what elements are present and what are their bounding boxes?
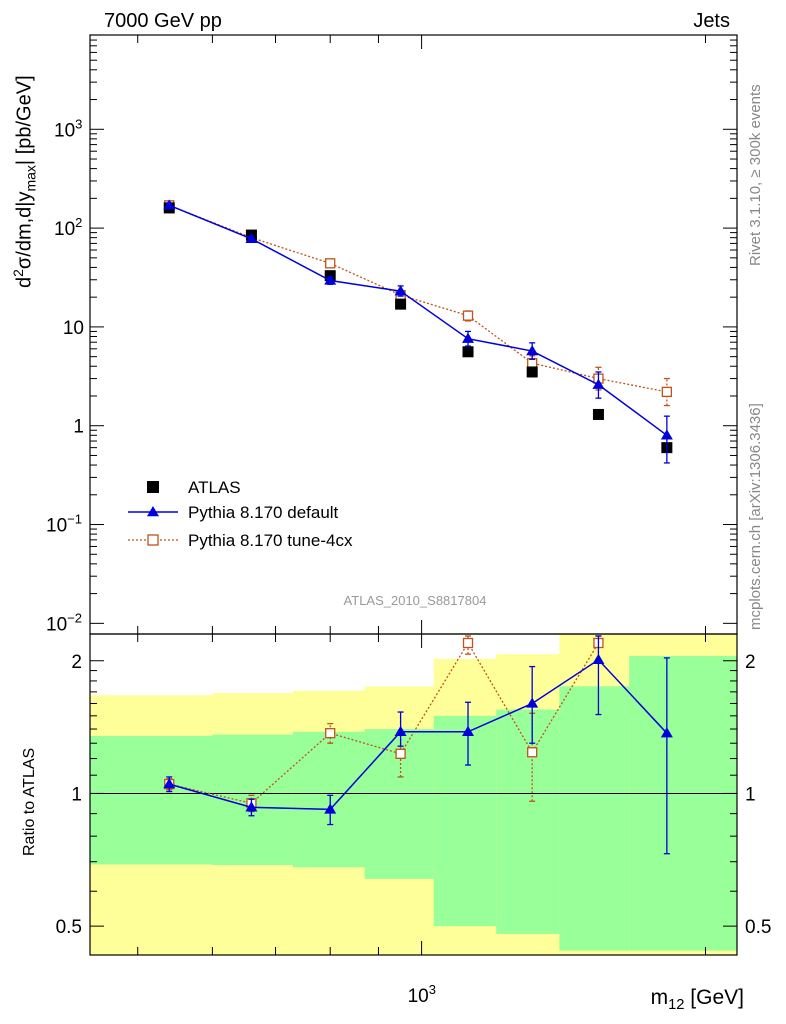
series-pythia-default	[163, 199, 673, 464]
uncertainty-band-inner	[292, 731, 366, 868]
ratio-pythia-default-point	[394, 725, 407, 736]
pythia-default-point	[163, 199, 176, 210]
ratio-bands	[90, 634, 737, 955]
x-axis-label: m12 [GeV]	[650, 986, 744, 1014]
pythia-default-point	[592, 378, 605, 389]
pythia-default-line	[168, 204, 668, 436]
y-tick-label: 10−1	[46, 512, 82, 537]
atlas-point	[592, 408, 604, 420]
ratio-tune-4cx-point	[395, 748, 406, 759]
ratio-y-tick-label: 0.5	[56, 917, 82, 938]
ratio-y-axis-label: Ratio to ATLAS	[21, 747, 38, 856]
ratio-pythia-default-point	[324, 803, 337, 814]
atlas-point	[395, 298, 407, 310]
atlas-point	[526, 366, 538, 378]
uncertainty-band-inner	[496, 709, 560, 934]
pythia-default-point	[245, 232, 258, 243]
y-tick-label-exponent: −1	[67, 512, 82, 527]
ratio-pythia-default-point	[660, 727, 673, 738]
ratio-pythia-default-point	[526, 697, 539, 708]
y-tick-label: 1	[73, 417, 84, 438]
analysis-label: ATLAS_2010_S8817804	[344, 593, 487, 608]
legend-atlas-marker	[147, 481, 159, 493]
ratio-pythia-default-line	[169, 658, 668, 811]
uncertainty-band-inner	[559, 686, 630, 951]
main-y-axis-label: d2σ/dm,d|ymax| [pb/GeV]	[10, 75, 39, 288]
plot-title-right: Jets	[693, 10, 730, 32]
ratio-y-tick-label: 2	[71, 652, 82, 673]
rivet-version-label: Rivet 3.1.10, ≥ 300k events	[747, 84, 764, 266]
pythia-default-point	[660, 429, 673, 440]
pythia-default-point	[324, 274, 337, 285]
pythia-default-point	[526, 345, 539, 356]
legend-label: ATLAS	[188, 478, 241, 497]
y-tick-label-exponent: −2	[67, 610, 82, 625]
ratio-y-tick-label-right: 0.5	[745, 917, 771, 938]
tune-4cx-line	[169, 204, 667, 393]
ratio-y-tick-label-right: 2	[745, 652, 756, 673]
pythia-default-point	[462, 332, 475, 343]
x-tick-label-exponent: 3	[429, 982, 436, 997]
ratio-pythia-default-point	[462, 725, 475, 736]
ratio-tune-4cx-point	[527, 747, 538, 758]
ratio-series-pythia-default	[163, 635, 673, 855]
legend-tune-marker	[147, 534, 159, 546]
tune-4cx-point	[325, 258, 336, 269]
plot-title-left: 7000 GeV pp	[104, 10, 222, 32]
x-tick-label: 103	[408, 982, 436, 1007]
y-tick-label-exponent: 3	[75, 116, 82, 131]
ratio-y-tick-label-right: 1	[745, 784, 756, 805]
legend-label: Pythia 8.170 default	[188, 503, 339, 522]
y-tick-label: 102	[54, 215, 82, 240]
y-tick-label: 10	[63, 318, 84, 339]
ratio-tune-4cx-point	[325, 728, 336, 739]
legend: ATLAS Pythia 8.170 default Pythia 8.170 tu…	[128, 478, 353, 550]
ratio-pythia-default-point	[592, 653, 605, 664]
series-atlas	[163, 202, 673, 454]
pythia-default-point	[394, 285, 407, 296]
tune-4cx-point	[462, 310, 474, 321]
ratio-plot-frame	[89, 633, 738, 956]
ratio-pythia-default-point	[163, 778, 176, 789]
mcplots-reference-label: mcplots.cern.ch [arXiv:1306.3436]	[747, 403, 764, 630]
ratio-y-tick-label: 1	[71, 784, 82, 805]
tune-4cx-point	[661, 386, 673, 398]
tune-4cx-point	[527, 357, 538, 369]
uncertainty-band-inner	[90, 735, 213, 865]
ratio-tune-4cx-point	[462, 637, 474, 649]
legend-label: Pythia 8.170 tune-4cx	[188, 531, 353, 550]
ratio-pythia-default-point	[245, 801, 258, 812]
legend-default-marker	[147, 506, 159, 517]
atlas-point	[462, 346, 474, 358]
uncertainty-band-inner	[629, 656, 737, 951]
uncertainty-band-inner	[433, 715, 497, 927]
y-tick-label: 103	[54, 116, 82, 141]
y-tick-label-exponent: 2	[75, 215, 82, 230]
y-tick-label: 10−2	[46, 610, 82, 635]
